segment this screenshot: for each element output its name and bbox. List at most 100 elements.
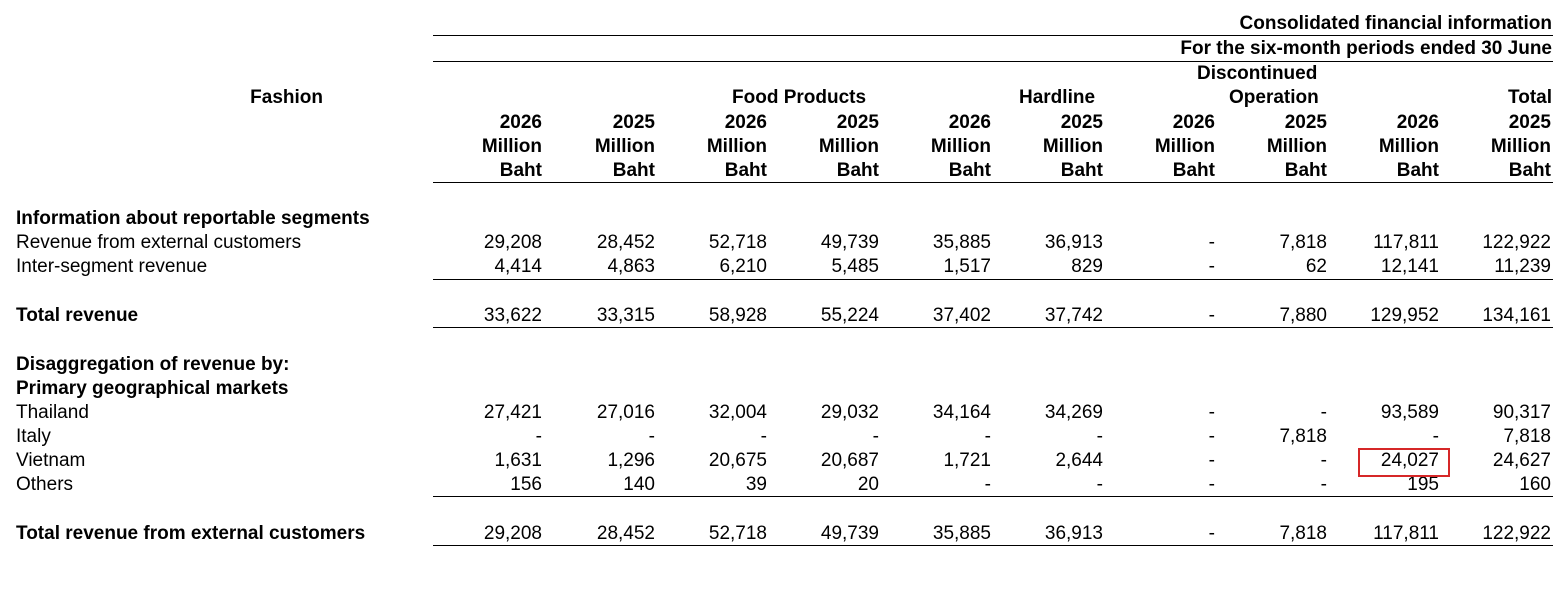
table-cell: - (1208, 402, 1215, 423)
year-header: 2025 (612, 112, 655, 133)
table-cell: 1,631 (494, 450, 542, 471)
unit-header-million: Million (818, 136, 879, 157)
table-cell: 7,818 (1279, 523, 1327, 544)
year-header: 2025 (1284, 112, 1327, 133)
segment-discontinued-line1: Discontinued (1197, 63, 1318, 84)
year-header: 2026 (948, 112, 991, 133)
table-cell: 32,004 (708, 402, 767, 423)
year-header: 2025 (1508, 112, 1551, 133)
table-cell: 29,208 (483, 232, 542, 253)
table-cell: 12,141 (1380, 256, 1439, 277)
table-cell: 36,913 (1044, 232, 1103, 253)
table-cell: 24,027 (1380, 450, 1439, 471)
header-rule-3 (433, 182, 1553, 183)
table-cell: - (984, 426, 991, 447)
table-cell: - (648, 426, 655, 447)
table-cell: 7,880 (1279, 305, 1327, 326)
table-cell: 37,402 (932, 305, 991, 326)
table-cell: 93,589 (1380, 402, 1439, 423)
report-title: Consolidated financial information (1239, 13, 1552, 34)
segment-discontinued-line2: Operation (1229, 87, 1319, 108)
table-cell: - (1208, 474, 1215, 495)
unit-header-million: Million (1042, 136, 1103, 157)
unit-header-baht: Baht (1508, 160, 1551, 181)
table-cell: 20 (857, 474, 879, 495)
table-cell: 7,818 (1279, 426, 1327, 447)
table-cell: 160 (1519, 474, 1551, 495)
section-geographical-markets: Primary geographical markets (16, 378, 289, 399)
table-cell: 29,032 (820, 402, 879, 423)
highlight-box (1358, 448, 1450, 477)
header-rule-2 (433, 61, 1553, 62)
table-cell: 1,296 (607, 450, 655, 471)
table-cell: 52,718 (708, 523, 767, 544)
table-cell: 49,739 (820, 232, 879, 253)
unit-header-million: Million (594, 136, 655, 157)
table-cell: - (1096, 474, 1103, 495)
unit-header-million: Million (1154, 136, 1215, 157)
unit-header-million: Million (1266, 136, 1327, 157)
year-header: 2026 (499, 112, 542, 133)
rule-above-total-external (433, 496, 1553, 497)
table-cell: 134,161 (1482, 305, 1551, 326)
table-cell: 39 (745, 474, 767, 495)
table-cell: 140 (623, 474, 655, 495)
year-header: 2026 (1396, 112, 1439, 133)
table-cell: 11,239 (1494, 256, 1551, 277)
table-cell: 122,922 (1482, 232, 1551, 253)
segment-fashion: Fashion (250, 87, 323, 108)
row-label: Others (16, 474, 74, 495)
unit-header-million: Million (481, 136, 542, 157)
year-header: 2025 (836, 112, 879, 133)
rule-below-total-revenue (433, 327, 1553, 328)
table-cell: 33,622 (483, 305, 542, 326)
table-cell: 49,739 (820, 523, 879, 544)
row-label: Revenue from external customers (16, 232, 302, 253)
table-cell: 117,811 (1373, 232, 1439, 253)
unit-header-million: Million (1378, 136, 1439, 157)
table-cell: 36,913 (1044, 523, 1103, 544)
table-cell: 4,414 (494, 256, 542, 277)
row-label: Vietnam (16, 450, 86, 471)
row-label: Inter-segment revenue (16, 256, 208, 277)
segment-food-products: Food Products (732, 87, 867, 108)
table-cell: 7,818 (1279, 232, 1327, 253)
row-label: Thailand (16, 402, 89, 423)
unit-header-baht: Baht (1284, 160, 1327, 181)
section-reportable-segments: Information about reportable segments (16, 208, 370, 229)
segment-hardline: Hardline (1019, 87, 1096, 108)
unit-header-million: Million (1490, 136, 1551, 157)
year-header: 2026 (724, 112, 767, 133)
unit-header-baht: Baht (1172, 160, 1215, 181)
table-cell: - (1096, 426, 1103, 447)
table-cell: 6,210 (719, 256, 767, 277)
table-cell: 28,452 (596, 232, 655, 253)
unit-header-baht: Baht (1060, 160, 1103, 181)
table-cell: 55,224 (820, 305, 879, 326)
table-cell: 5,485 (831, 256, 879, 277)
table-cell: 829 (1071, 256, 1103, 277)
table-cell: 20,675 (708, 450, 767, 471)
segment-total: Total (1508, 87, 1552, 108)
table-cell: 35,885 (932, 232, 991, 253)
unit-header-million: Million (706, 136, 767, 157)
table-cell: 2,644 (1055, 450, 1103, 471)
table-cell: 62 (1305, 256, 1327, 277)
table-cell: 58,928 (708, 305, 767, 326)
table-cell: - (1208, 305, 1215, 326)
rule-above-total-revenue (433, 279, 1553, 280)
table-cell: 34,164 (932, 402, 991, 423)
unit-header-million: Million (930, 136, 991, 157)
unit-header-baht: Baht (612, 160, 655, 181)
unit-header-baht: Baht (724, 160, 767, 181)
table-cell: 27,421 (483, 402, 542, 423)
table-cell: 195 (1407, 474, 1439, 495)
table-cell: - (1208, 232, 1215, 253)
table-cell: 33,315 (596, 305, 655, 326)
table-cell: 52,718 (708, 232, 767, 253)
table-cell: 1,721 (943, 450, 991, 471)
table-cell: 20,687 (820, 450, 879, 471)
table-cell: 29,208 (483, 523, 542, 544)
table-cell: 129,952 (1370, 305, 1439, 326)
table-cell: - (535, 426, 542, 447)
